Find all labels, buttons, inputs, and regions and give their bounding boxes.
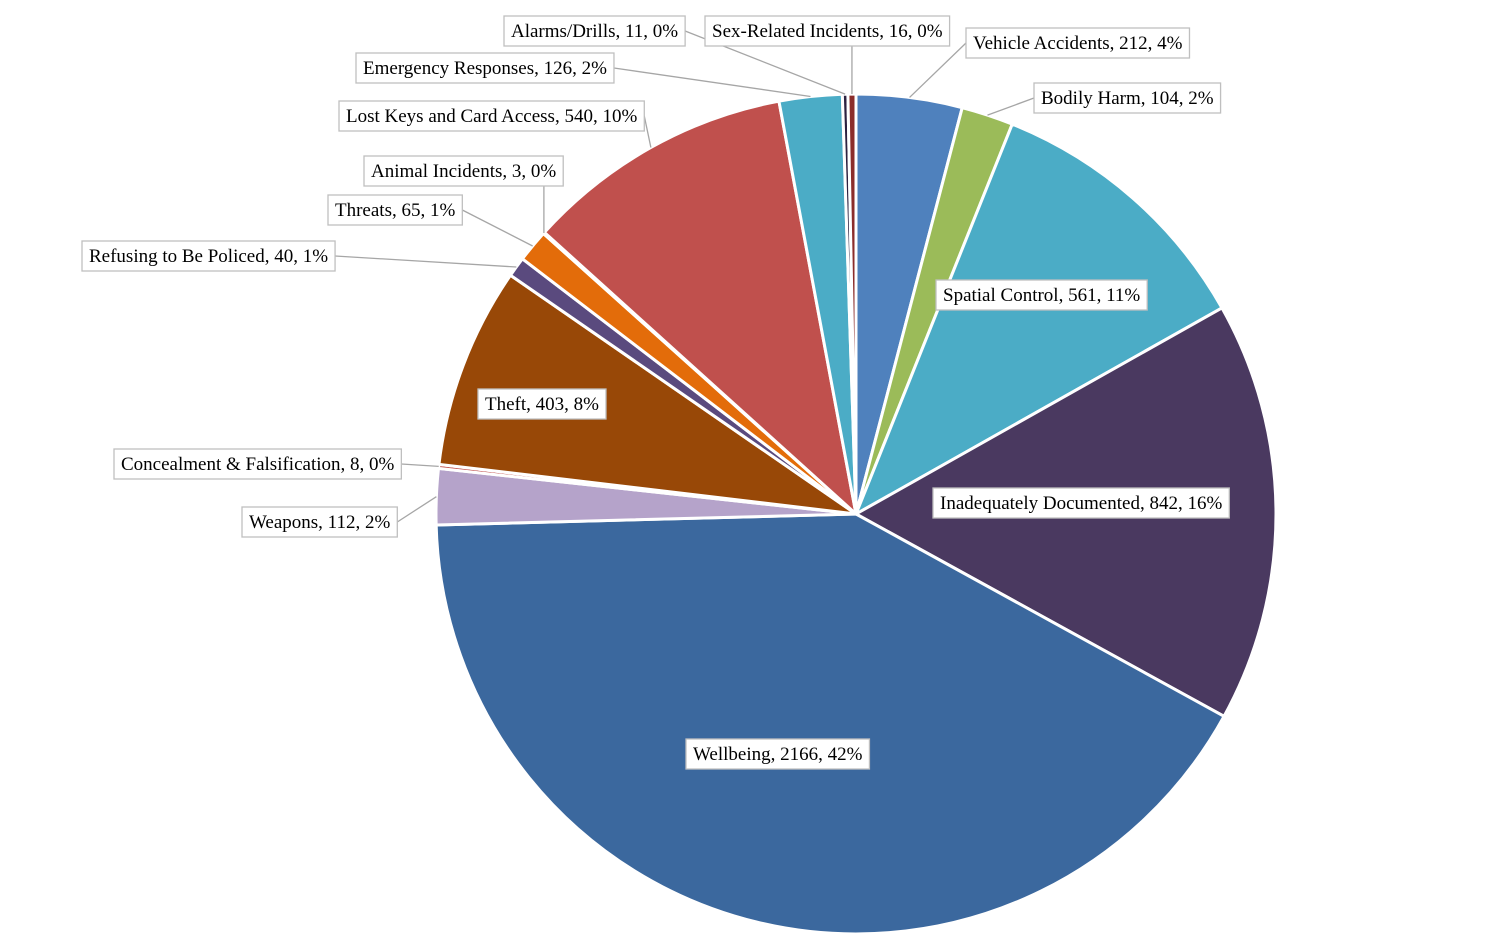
data-label-box	[1033, 82, 1222, 114]
data-label-lost-keys-and-card-access: Lost Keys and Card Access, 540, 10%	[338, 100, 645, 132]
data-label-box	[932, 487, 1230, 519]
data-label-box	[241, 506, 398, 538]
leader-lines	[335, 30, 1035, 523]
data-labels: Vehicle Accidents, 212, 4% Bodily Harm, 1…	[81, 15, 1230, 770]
pie-slice-wellbeing	[434, 512, 1226, 936]
data-label-refusing-to-be-policed: Refusing to Be Policed, 40, 1%	[81, 240, 336, 272]
data-label-text: Spatial Control, 561, 11%	[943, 285, 1140, 306]
data-label-box	[477, 388, 607, 420]
data-label-text: Animal Incidents, 3, 0%	[371, 161, 556, 182]
data-label-theft: Theft, 403, 8%	[477, 388, 607, 420]
data-label-weapons: Weapons, 112, 2%	[241, 506, 398, 538]
data-label-text: Wellbeing, 2166, 42%	[693, 744, 863, 765]
data-label-wellbeing: Wellbeing, 2166, 42%	[685, 738, 871, 770]
data-label-inadequately-documented: Inadequately Documented, 842, 16%	[932, 487, 1230, 519]
data-label-text: Inadequately Documented, 842, 16%	[940, 493, 1222, 514]
data-label-text: Weapons, 112, 2%	[249, 512, 390, 533]
leader-line-vehicle-accidents	[909, 42, 967, 98]
data-label-text: Bodily Harm, 104, 2%	[1041, 88, 1214, 109]
pie-slice-spatial-control	[854, 122, 1224, 516]
data-label-emergency-responses: Emergency Responses, 126, 2%	[355, 52, 615, 84]
data-label-threats: Threats, 65, 1%	[327, 194, 463, 226]
data-label-box	[363, 155, 564, 187]
leader-line-bodily-harm	[987, 97, 1035, 116]
data-label-box	[355, 52, 615, 84]
data-label-vehicle-accidents: Vehicle Accidents, 212, 4%	[965, 27, 1191, 59]
leader-line-concealment-falsification	[401, 463, 439, 468]
data-label-box	[503, 15, 686, 47]
pie-slices	[434, 92, 1278, 936]
data-label-text: Concealment & Falsification, 8, 0%	[121, 454, 395, 475]
data-label-text: Emergency Responses, 126, 2%	[363, 58, 607, 79]
leader-line-lost-keys-and-card-access	[643, 115, 652, 148]
data-label-text: Theft, 403, 8%	[485, 394, 599, 415]
pie-slice-theft	[437, 273, 858, 516]
leader-line-refusing-to-be-policed	[335, 255, 517, 268]
data-label-spatial-control: Spatial Control, 561, 11%	[935, 279, 1148, 311]
data-label-text: Lost Keys and Card Access, 540, 10%	[346, 106, 637, 127]
data-label-box	[685, 738, 871, 770]
data-label-box	[935, 279, 1148, 311]
data-label-box	[327, 194, 463, 226]
data-label-box	[704, 15, 951, 47]
data-label-concealment-falsification: Concealment & Falsification, 8, 0%	[113, 448, 402, 480]
data-label-animal-incidents: Animal Incidents, 3, 0%	[363, 155, 564, 187]
data-label-sex-related-incidents: Sex-Related Incidents, 16, 0%	[704, 15, 951, 47]
data-label-text: Vehicle Accidents, 212, 4%	[973, 33, 1183, 54]
data-label-box	[113, 448, 402, 480]
leader-line-threats	[462, 209, 533, 247]
data-label-text: Sex-Related Incidents, 16, 0%	[712, 21, 943, 42]
data-label-bodily-harm: Bodily Harm, 104, 2%	[1033, 82, 1222, 114]
pie-slice-lost-keys-and-card-access	[542, 99, 858, 516]
data-label-box	[81, 240, 336, 272]
data-label-text: Alarms/Drills, 11, 0%	[511, 21, 678, 42]
data-label-box	[965, 27, 1191, 59]
data-label-alarms-drills: Alarms/Drills, 11, 0%	[503, 15, 686, 47]
data-label-text: Threats, 65, 1%	[335, 200, 455, 221]
leader-line-weapons	[396, 496, 437, 523]
leader-line-emergency-responses	[613, 67, 811, 98]
data-label-box	[338, 100, 645, 132]
data-label-text: Refusing to Be Policed, 40, 1%	[89, 246, 328, 267]
